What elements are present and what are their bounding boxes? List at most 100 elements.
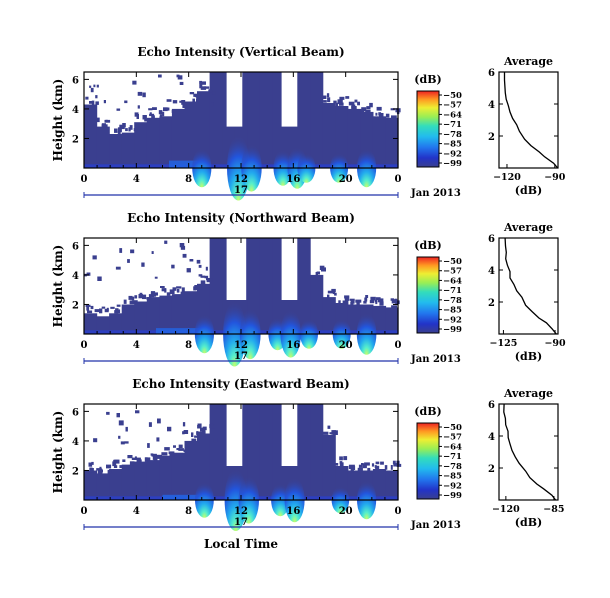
echo-speckle (131, 457, 137, 460)
echo-speckle (96, 117, 100, 123)
echo-speckle (94, 309, 100, 313)
echo-speckle (95, 95, 98, 99)
echo-fleck (103, 100, 106, 104)
echo-speckle (129, 300, 135, 305)
echo-fleck (125, 426, 128, 432)
profile-line (503, 403, 557, 501)
echo-speckle (97, 468, 103, 474)
echo-speckle (199, 83, 203, 89)
x-tick-label: 20 (339, 174, 353, 185)
colorbar-tick-label: −64 (443, 442, 462, 452)
echo-speckle (322, 95, 327, 99)
echo-column (134, 461, 148, 500)
echo-speckle (380, 461, 384, 465)
echo-fleck (180, 245, 186, 250)
echo-speckle (176, 289, 180, 293)
echo-column (159, 116, 173, 168)
echo-speckle (337, 99, 343, 104)
echo-speckle (335, 102, 338, 107)
echo-speckle (192, 98, 195, 102)
echo-column (184, 440, 198, 500)
echo-speckle (148, 294, 152, 298)
echo-fleck (186, 268, 191, 273)
echo-speckle (338, 300, 341, 305)
colorbar-tick-label: −50 (443, 257, 462, 267)
echo-column (159, 455, 173, 500)
clutter-band (162, 494, 202, 500)
echo-column (184, 101, 198, 168)
echo-speckle (156, 454, 162, 459)
colorbar-tick-label: −99 (443, 159, 462, 169)
x-tick-label: 0 (81, 340, 88, 351)
profile-y-tick-label: 4 (488, 432, 495, 443)
echo-speckle (391, 299, 398, 304)
echo-speckle (106, 464, 112, 469)
echo-fleck (208, 89, 213, 93)
echo-fleck (151, 251, 154, 254)
colorbar-tick-label: −92 (443, 149, 462, 159)
echo-speckle (316, 271, 320, 275)
echo-speckle (88, 462, 93, 467)
echo-speckle (204, 275, 209, 279)
echo-speckle (113, 465, 118, 468)
echo-fleck (189, 259, 194, 262)
echo-speckle (87, 310, 93, 314)
echo-column (121, 132, 135, 168)
echo-column (96, 473, 110, 500)
echo-fleck (201, 431, 206, 434)
echo-column (385, 307, 399, 334)
echo-speckle (110, 306, 115, 309)
colorbar-tick-label: −71 (443, 452, 462, 462)
y-tick-label: 2 (72, 134, 79, 145)
echo-column (259, 404, 273, 500)
echo-speckle (107, 469, 112, 474)
echo-column (297, 72, 311, 168)
echo-speckle (384, 465, 388, 470)
echo-speckle (344, 298, 349, 301)
echo-speckle (86, 306, 90, 311)
echo-fleck (127, 259, 130, 263)
echo-speckle (123, 299, 127, 304)
echo-fleck (141, 262, 145, 267)
colorbar-unit: (dB) (414, 239, 441, 252)
echo-speckle (355, 299, 362, 303)
echo-speckle (116, 304, 121, 307)
echo-fleck (212, 91, 216, 95)
echo-column (109, 469, 123, 500)
profile-y-tick-label: 6 (488, 68, 495, 79)
echo-speckle (339, 96, 345, 100)
echo-speckle (144, 119, 148, 122)
echo-speckle (129, 125, 133, 130)
echo-panel-1: Echo Intensity (Northward Beam) 2 4 6 Height… (51, 211, 566, 367)
echo-notch (281, 238, 298, 300)
echo-speckle (159, 114, 163, 117)
echo-fleck (147, 443, 150, 448)
profile-x-tick-label: −85 (543, 504, 564, 515)
echo-fleck (196, 98, 201, 102)
echo-fleck (182, 422, 186, 427)
x-tick-label: 12 (234, 340, 248, 351)
echo-speckle (371, 463, 375, 467)
colorbar-tick-label: −78 (443, 296, 462, 306)
echo-fleck (158, 74, 162, 78)
echo-speckle (360, 109, 365, 114)
y-tick-label: 6 (72, 75, 79, 86)
echo-speckle (194, 94, 197, 98)
x-tick-label: 0 (395, 174, 402, 185)
colorbar-tick-label: −71 (443, 120, 462, 130)
echo-fleck (213, 438, 218, 443)
echo-speckle (351, 466, 356, 470)
echo-speckle (128, 295, 133, 300)
echo-speckle (112, 461, 117, 467)
echo-column (184, 291, 198, 334)
echo-speckle (173, 445, 176, 448)
echo-fleck (164, 240, 168, 244)
echo-fleck (142, 92, 146, 98)
echo-speckle (115, 309, 121, 314)
echo-speckle (364, 462, 370, 466)
echo-column (134, 122, 148, 168)
echo-fleck (120, 441, 125, 445)
echo-column (171, 452, 186, 500)
echo-column (159, 295, 173, 334)
echo-speckle (162, 111, 165, 117)
